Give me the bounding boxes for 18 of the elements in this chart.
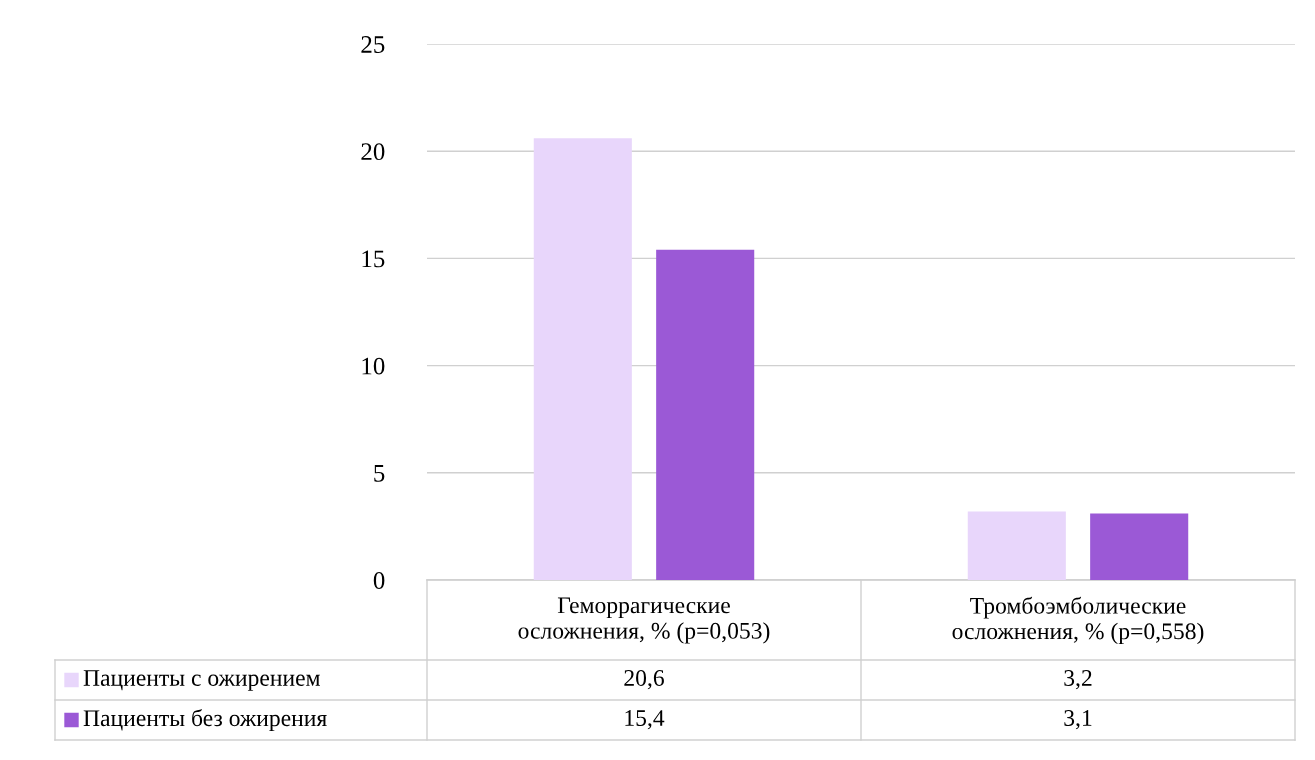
y-tick-label: 15 [362, 250, 385, 268]
bar [967, 511, 1066, 580]
data-label: 20,6 [624, 669, 664, 690]
bar [1090, 513, 1189, 580]
data-label: 3,2 [1064, 670, 1092, 690]
bar [656, 249, 755, 580]
data-label: 3,1 [1064, 710, 1092, 730]
x-tick-label: Геморрагические осложнения, % (p=0,053) [518, 597, 770, 644]
x-tick-label: Тромбоэмболические осложнения, % (p=0,558) [952, 596, 1204, 645]
bar [533, 138, 632, 580]
y-tick-label: 0 [373, 572, 385, 589]
y-tick-label: 5 [374, 465, 385, 482]
y-tick-label: 20 [361, 143, 385, 161]
data-label: 15,4 [625, 710, 665, 730]
legend-label: Пациенты с ожирением [83, 670, 320, 691]
y-tick-label: 25 [361, 36, 385, 53]
y-tick-label: 10 [362, 357, 385, 375]
legend-label: Пациенты без ожирения [83, 709, 327, 731]
